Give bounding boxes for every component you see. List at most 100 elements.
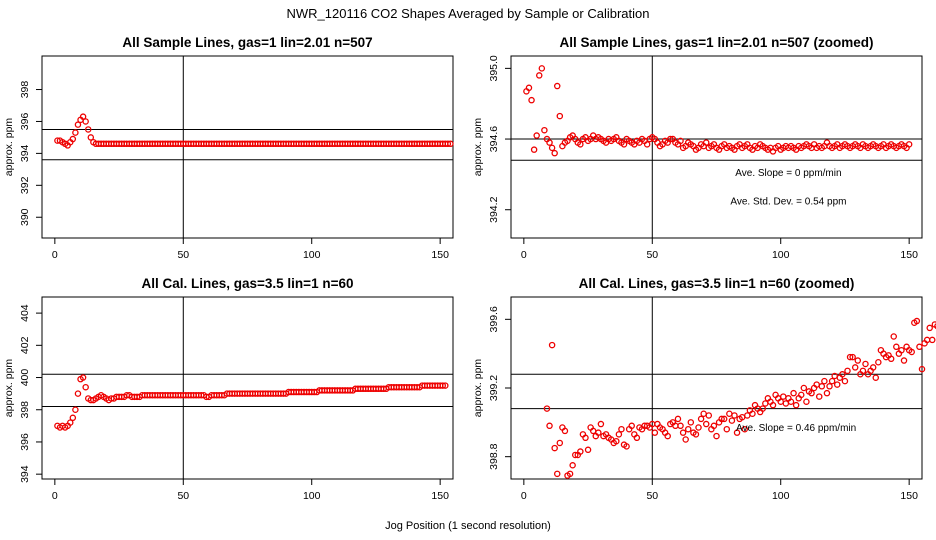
y-tick-label: 396 [19, 113, 31, 131]
data-point [859, 367, 867, 375]
series-sample-zoomed [523, 65, 913, 157]
data-point [846, 353, 854, 361]
data-point [528, 96, 535, 104]
data-point [849, 353, 856, 361]
data-point [780, 393, 787, 400]
data-point [79, 113, 87, 120]
data-point [444, 140, 452, 148]
data-point [643, 141, 651, 148]
data-point [808, 389, 815, 397]
data-point [597, 420, 605, 428]
data-point [546, 422, 553, 430]
data-point [841, 377, 849, 385]
data-point [723, 425, 731, 433]
y-tick-label: 398 [19, 81, 31, 99]
data-point [692, 431, 700, 438]
chart-title: All Sample Lines, gas=1 lin=2.01 n=507 [122, 35, 372, 50]
data-point [900, 357, 908, 364]
data-point [792, 401, 800, 409]
data-point [584, 446, 592, 454]
chart-panel-2: All Sample Lines, gas=1 lin=2.01 n=507 (… [472, 35, 923, 261]
data-point [541, 126, 548, 134]
x-tick-label: 100 [772, 490, 790, 502]
data-point [74, 390, 82, 397]
data-point [769, 401, 777, 409]
data-point [533, 132, 540, 139]
x-tick-label: 0 [52, 490, 58, 502]
data-point [79, 374, 87, 381]
data-point [69, 414, 77, 422]
x-tick-label: 0 [521, 490, 527, 502]
data-point [898, 346, 905, 354]
x-tick-label: 100 [772, 249, 790, 261]
data-point [821, 377, 828, 385]
data-point [869, 364, 877, 371]
data-point [733, 429, 741, 436]
data-point [782, 400, 790, 407]
y-tick-label: 399.6 [488, 306, 500, 332]
plot-frame [510, 55, 923, 239]
data-point [447, 140, 454, 148]
data-point [803, 398, 810, 405]
data-point [561, 427, 569, 435]
y-tick-label: 394 [19, 465, 31, 483]
data-point [826, 383, 833, 390]
plot-frame [41, 296, 454, 480]
data-point [839, 371, 846, 378]
chart-title: All Sample Lines, gas=1 lin=2.01 n=507 (… [560, 35, 874, 50]
data-point [875, 358, 882, 366]
data-point [720, 415, 728, 423]
figure-title: NWR_120116 CO2 Shapes Averaged by Sample… [286, 6, 649, 21]
data-point [530, 146, 538, 153]
annotation-text: Ave. Slope = 0.46 ppm/min [736, 423, 856, 434]
y-axis-label: approx. ppm [3, 359, 15, 418]
x-tick-label: 100 [303, 490, 321, 502]
data-point [816, 393, 823, 400]
y-tick-label: 404 [19, 304, 31, 322]
annotation-text: Ave. Slope = 0 ppm/min [735, 168, 841, 179]
data-point [702, 139, 710, 146]
data-point [798, 391, 805, 399]
data-point [595, 429, 602, 436]
data-point [72, 406, 79, 413]
data-point [718, 415, 725, 423]
data-point [705, 412, 713, 419]
data-point [728, 417, 736, 424]
data-point [546, 139, 553, 146]
data-point [556, 112, 564, 120]
y-tick-label: 400 [19, 369, 31, 387]
data-point [536, 72, 543, 79]
data-point [872, 374, 880, 381]
data-point [926, 324, 933, 332]
data-point [548, 341, 556, 349]
chart-panel-4: All Cal. Lines, gas=3.5 lin=1 n=60 (zoom… [472, 276, 936, 502]
data-point [818, 383, 826, 390]
x-tick-label: 50 [177, 490, 189, 502]
data-point [862, 360, 869, 368]
panels-container: All Sample Lines, gas=1 lin=2.01 n=507 0 5… [3, 35, 936, 502]
data-point [908, 348, 915, 356]
x-tick-label: 50 [177, 249, 189, 261]
data-point [890, 333, 897, 340]
x-tick-label: 150 [900, 249, 918, 261]
y-tick-label: 399.2 [488, 375, 500, 401]
data-point [687, 419, 695, 426]
data-point [787, 398, 795, 405]
y-tick-label: 394.2 [488, 196, 500, 222]
y-tick-label: 398 [19, 401, 31, 419]
data-point [726, 410, 733, 418]
y-tick-label: 398.8 [488, 443, 500, 469]
data-point [651, 429, 659, 436]
data-point [844, 367, 851, 375]
data-point [577, 141, 584, 148]
data-point [551, 149, 558, 157]
data-point [741, 425, 749, 433]
data-point [664, 432, 671, 440]
data-point [854, 357, 862, 364]
chart-title: All Cal. Lines, gas=3.5 lin=1 n=60 [142, 276, 354, 291]
data-point [615, 431, 623, 438]
data-point [851, 364, 859, 371]
data-point [548, 144, 556, 152]
data-point [569, 462, 576, 469]
